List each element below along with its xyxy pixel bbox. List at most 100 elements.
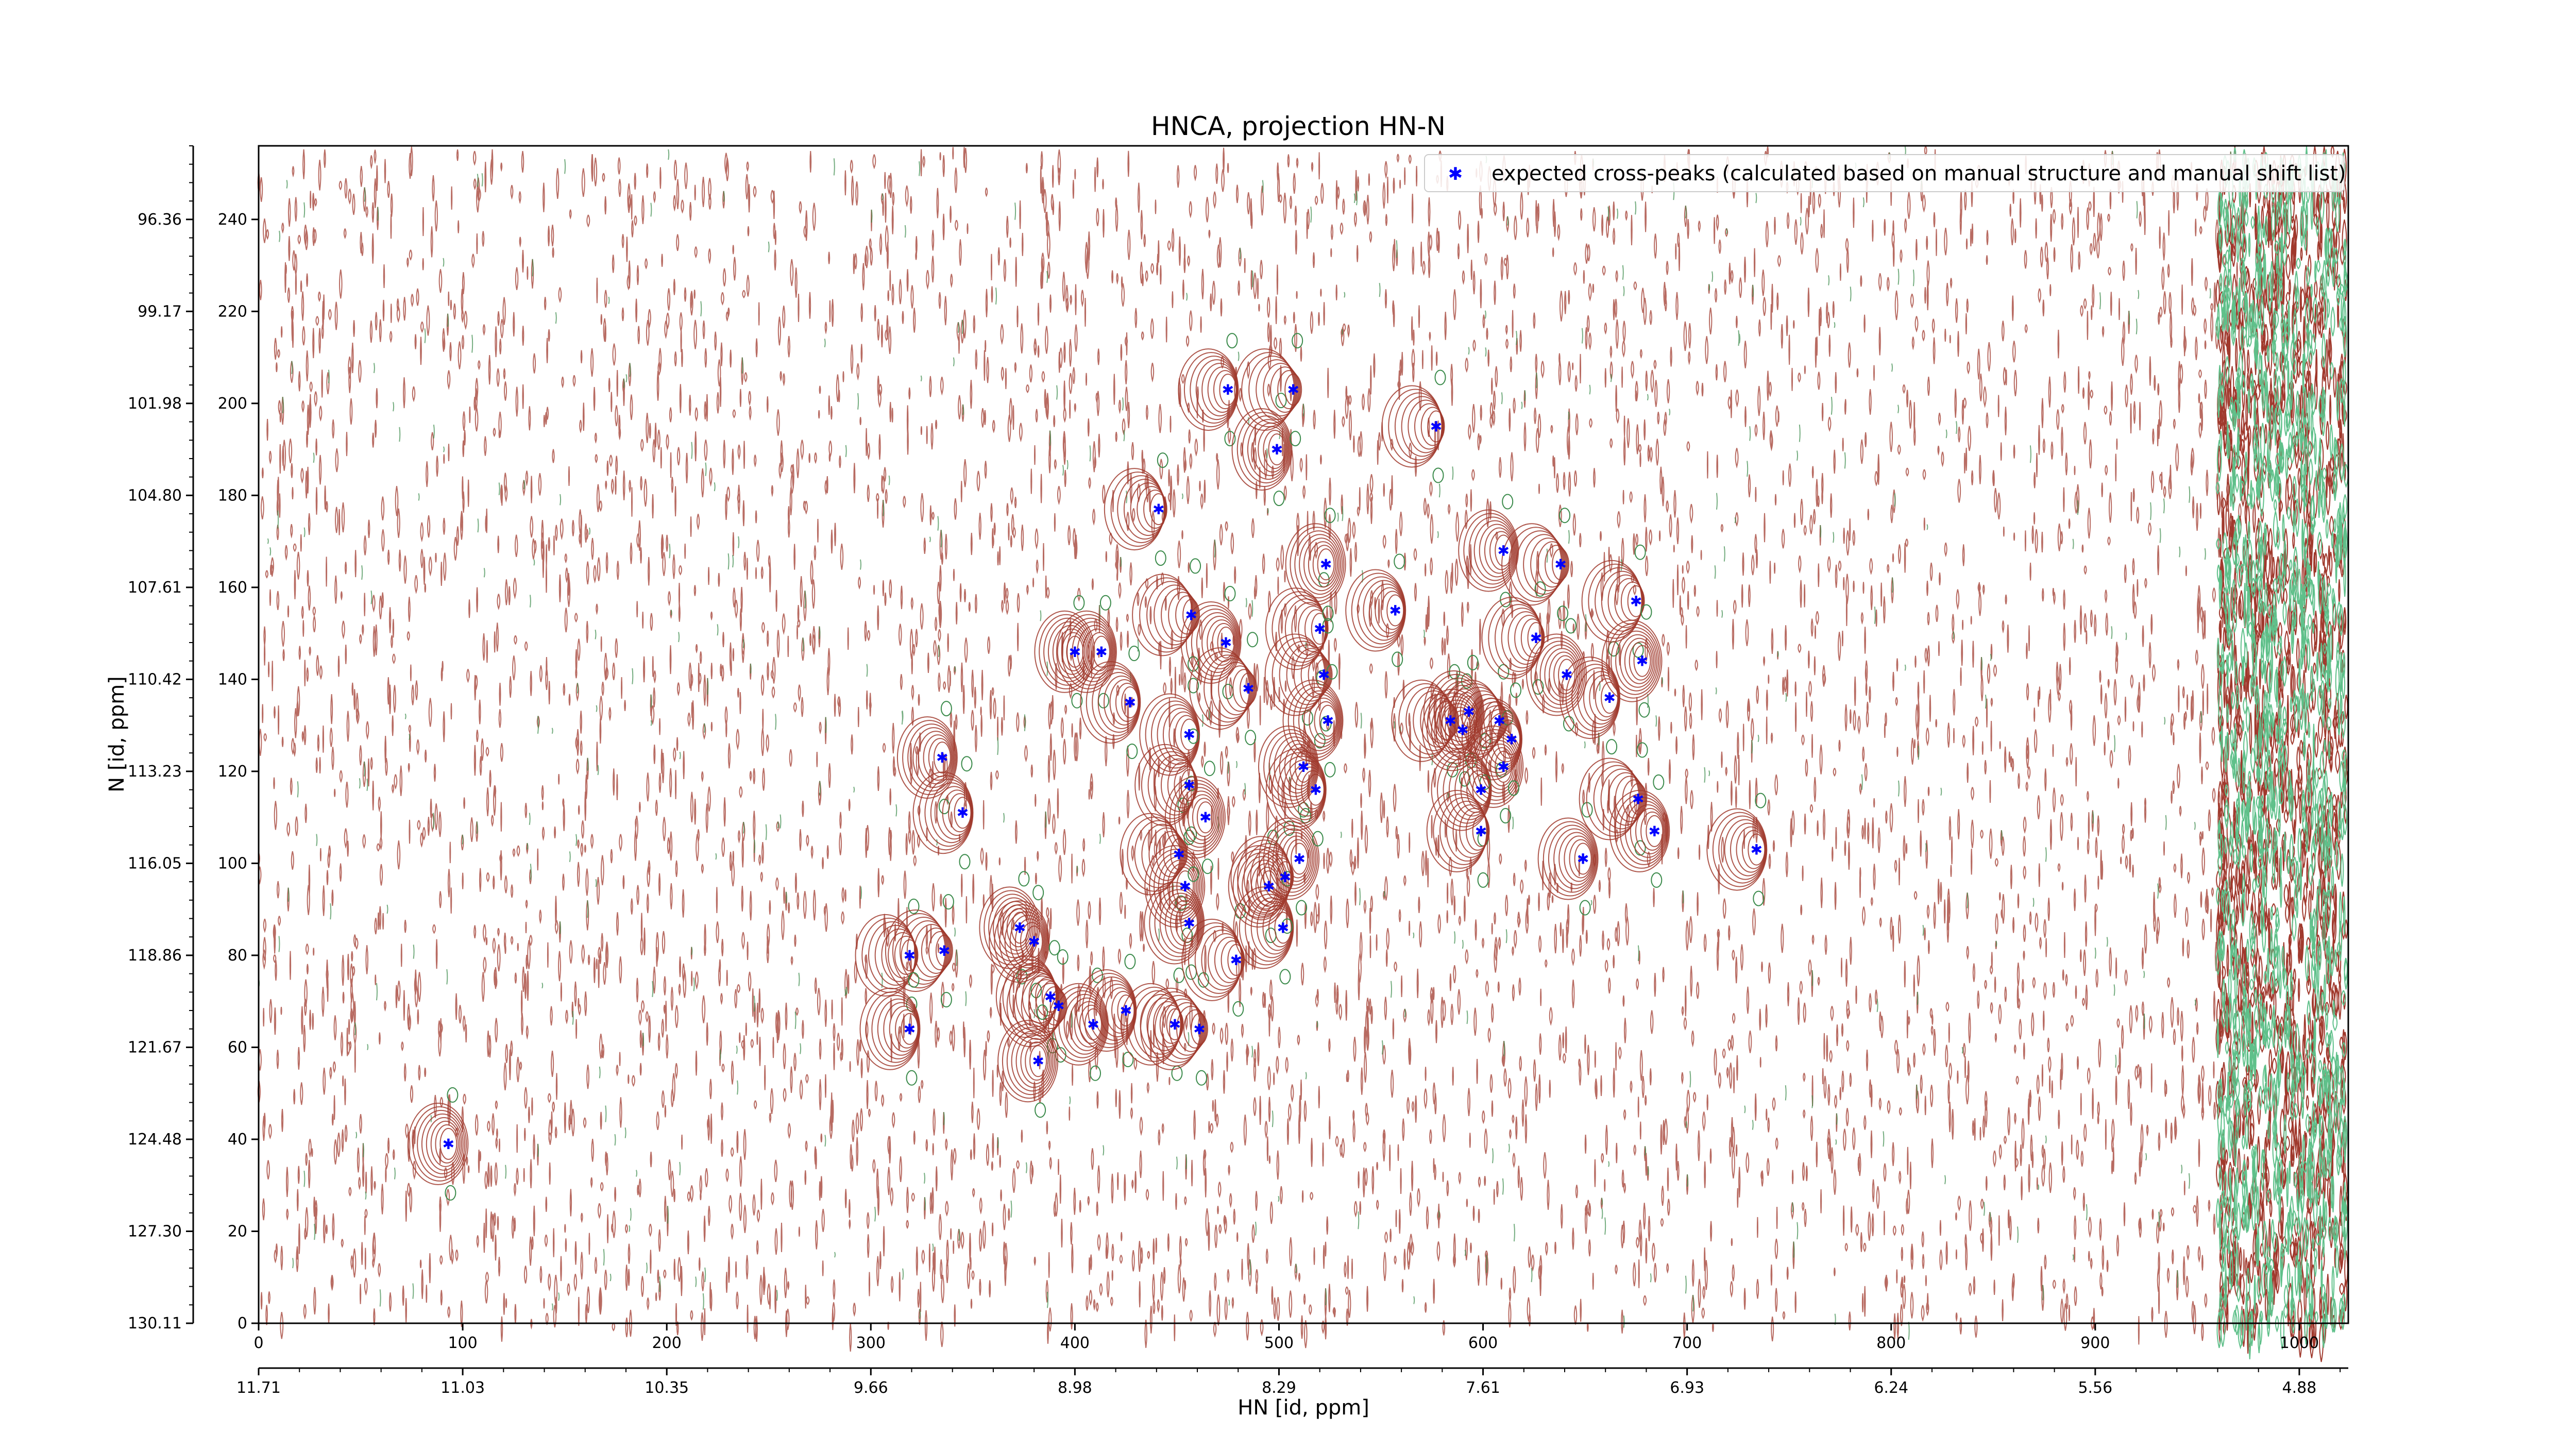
x-ppm-tick-label: 8.98 — [1058, 1379, 1092, 1397]
cross-peak-marker: ✱ — [1183, 915, 1195, 932]
cross-peak-marker: ✱ — [1242, 680, 1254, 697]
noise-contours — [257, 145, 2246, 1352]
y-tick-label: 220 — [218, 302, 247, 321]
peak-contours — [408, 333, 1768, 1201]
cross-peak-marker: ✱ — [1277, 919, 1289, 936]
cross-peak-marker: ✱ — [1120, 1002, 1132, 1019]
x-ppm-tick-label: 5.56 — [2078, 1379, 2112, 1397]
cross-peak-marker: ✱ — [1463, 703, 1475, 720]
cross-peak-marker: ✱ — [1430, 418, 1442, 435]
chart-title: HNCA, projection HN-N — [1151, 111, 1446, 141]
cross-peak-marker: ✱ — [1183, 727, 1195, 744]
y-axis-index: 0 20 40 60 80 100 120 140 160 180 200 220 240 — [218, 211, 259, 1333]
x-ppm-tick-label: 11.71 — [236, 1379, 281, 1397]
y-tick-label: 140 — [218, 670, 247, 688]
x-ppm-tick-label: 6.93 — [1670, 1379, 1704, 1397]
peak-contour — [1426, 774, 1491, 888]
cross-peak-marker: ✱ — [1322, 713, 1334, 730]
x-ppm-tick-label: 7.61 — [1466, 1379, 1500, 1397]
peak-contour — [1458, 494, 1519, 608]
peak-contour — [1463, 710, 1524, 823]
peak-contour — [408, 1087, 469, 1201]
cross-peak-marker: ✱ — [1530, 630, 1542, 647]
y-tick-label: 80 — [228, 947, 247, 965]
cross-peak-marker: ✱ — [1310, 782, 1321, 799]
peak-contour — [1345, 553, 1406, 667]
cross-peak-marker: ✱ — [1561, 667, 1572, 684]
cross-peak-marker: ✱ — [904, 1021, 916, 1038]
cross-peak-marker: ✱ — [1287, 381, 1299, 398]
cross-peak-marker: ✱ — [1632, 791, 1644, 808]
peak-contour — [1234, 333, 1303, 447]
legend-box — [1424, 154, 2345, 192]
legend-entry: expected cross-peaks (calculated based o… — [1492, 162, 2346, 186]
x-tick-label: 1000 — [2280, 1334, 2319, 1352]
cross-peak-marker: ✱ — [1199, 809, 1211, 826]
cross-peak-marker: ✱ — [1389, 602, 1401, 619]
x-axis-index: 0 100 200 300 400 500 600 700 800 900 1000 — [253, 1323, 2319, 1352]
cross-peak-marker: ✱ — [1183, 777, 1195, 794]
y-ppm-tick-label: 107.61 — [128, 579, 182, 597]
y-ppm-tick-label: 127.30 — [128, 1222, 182, 1240]
peak-contour — [1501, 508, 1571, 621]
cross-peak-marker: ✱ — [1087, 1016, 1099, 1033]
cross-peak-marker: ✱ — [1649, 823, 1660, 840]
cross-peak-marker: ✱ — [1014, 919, 1026, 936]
y-axis-label: N [id, ppm] — [105, 676, 129, 793]
cross-peak-marker: ✱ — [1505, 731, 1517, 748]
cross-peak-marker: ✱ — [1318, 667, 1330, 684]
y-ppm-tick-label: 113.23 — [128, 763, 182, 781]
cross-peak-marker: ✱ — [1577, 851, 1589, 868]
y-tick-label: 20 — [228, 1222, 247, 1240]
peak-contour — [997, 1004, 1059, 1118]
cross-peak-marker: ✱ — [1320, 556, 1332, 573]
peak-contour — [1462, 682, 1522, 796]
peak-contour — [1285, 508, 1346, 621]
cross-peak-marker: ✱ — [936, 749, 948, 766]
cross-peak-marker: ✱ — [1751, 841, 1762, 858]
cross-peak-marker: ✱ — [1230, 952, 1242, 969]
cross-peak-markers: ✱✱✱✱ ✱✱✱✱✱✱✱✱✱✱ ✱✱ ✱✱✱✱✱✱✱✱✱✱✱✱✱✱✱✱✱✱✱✱✱✱✱✱… — [443, 381, 1762, 1153]
cross-peak-marker: ✱ — [1636, 653, 1648, 670]
cross-peak-marker: ✱ — [1220, 634, 1232, 651]
x-tick-label: 900 — [2080, 1334, 2110, 1352]
y-tick-label: 120 — [218, 763, 247, 781]
peak-contour — [1134, 728, 1199, 842]
y-axis-ppm: 130.11 127.30 124.48 121.67 118.86 116.05 113.… — [128, 145, 194, 1333]
y-tick-label: 40 — [228, 1131, 247, 1149]
cross-peak-marker: ✱ — [1279, 869, 1291, 886]
x-tick-label: 300 — [856, 1334, 886, 1352]
x-tick-label: 100 — [448, 1334, 477, 1352]
plot-frame — [258, 145, 2349, 1324]
cross-peak-marker: ✱ — [1053, 998, 1064, 1015]
cross-peak-marker: ✱ — [1554, 556, 1566, 573]
cross-peak-marker: ✱ — [938, 942, 950, 959]
cross-peak-marker: ✱ — [1169, 1016, 1181, 1033]
peak-contour — [1579, 742, 1648, 856]
y-ppm-tick-label: 104.80 — [128, 486, 182, 504]
x-tick-label: 200 — [652, 1334, 682, 1352]
cross-peak-marker: ✱ — [904, 947, 916, 964]
cross-peak-marker: ✱ — [1630, 593, 1642, 610]
peak-contour — [1537, 802, 1599, 916]
cross-peak-marker: ✱ — [1297, 759, 1309, 776]
x-axis-ppm: 11.71 11.03 10.35 9.66 8.98 8.29 7.61 6.93 6.24 5… — [236, 1367, 2348, 1397]
y-tick-label: 60 — [228, 1038, 247, 1056]
y-ppm-tick-label: 121.67 — [128, 1038, 182, 1056]
y-tick-label: 100 — [218, 854, 247, 872]
cross-peak-marker: ✱ — [443, 1136, 454, 1153]
x-ppm-tick-label: 9.66 — [854, 1379, 888, 1397]
y-ppm-tick-label: 118.86 — [128, 947, 182, 965]
legend: ✱ expected cross-peaks (calculated based… — [1424, 154, 2346, 192]
cross-peak-marker: ✱ — [957, 804, 969, 821]
x-ppm-tick-label: 10.35 — [645, 1379, 689, 1397]
peak-contour — [1164, 761, 1226, 874]
x-ppm-tick-label: 4.88 — [2282, 1379, 2317, 1397]
band-negative-path — [2215, 146, 2349, 1359]
peak-contour — [989, 885, 1050, 999]
x-tick-label: 600 — [1468, 1334, 1498, 1352]
peak-contour — [1178, 333, 1239, 447]
y-tick-label: 160 — [218, 579, 247, 597]
cross-peak-marker: ✱ — [1497, 759, 1509, 776]
peak-contour — [1104, 452, 1168, 566]
